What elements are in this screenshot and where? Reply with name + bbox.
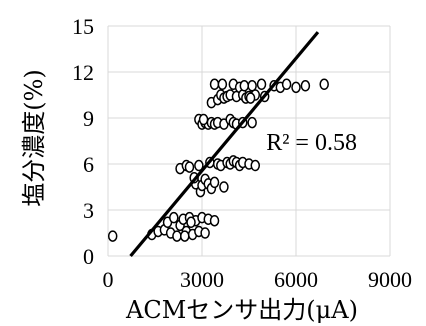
x-axis-label: ACMセンサ出力(μA) [125, 296, 358, 324]
data-point [219, 181, 229, 193]
data-point [291, 81, 301, 94]
y-tick-label: 15 [72, 14, 94, 39]
data-point [247, 116, 257, 129]
data-point [180, 230, 190, 242]
data-point [200, 227, 210, 239]
y-tick-label: 9 [83, 106, 94, 131]
data-point [319, 78, 329, 91]
data-point [107, 230, 118, 242]
x-tick-label: 3000 [180, 267, 224, 292]
data-point [281, 78, 292, 91]
data-point [300, 80, 311, 92]
data-point [186, 216, 196, 229]
x-tick-labels: 0 3000 6000 9000 [103, 267, 413, 292]
data-point [209, 78, 220, 91]
data-point [245, 92, 256, 104]
y-tick-label: 12 [72, 60, 94, 85]
x-tick-label: 6000 [274, 267, 318, 292]
gridlines [107, 25, 391, 257]
x-tick-label: 0 [103, 267, 114, 292]
y-axis-label: 塩分濃度(%) [20, 69, 48, 207]
y-tick-label: 0 [83, 244, 94, 269]
data-point [184, 161, 195, 173]
x-tick-label: 9000 [368, 267, 412, 292]
data-point [256, 78, 267, 91]
trend-line [129, 31, 320, 258]
data-point [169, 211, 179, 224]
data-point [194, 159, 204, 172]
data-point [239, 80, 250, 92]
y-tick-label: 6 [83, 152, 94, 177]
data-point [209, 176, 220, 189]
data-point [250, 159, 261, 172]
y-tick-labels: 0 3 6 9 12 15 [72, 14, 94, 269]
data-point [209, 214, 220, 227]
data-point [172, 230, 182, 242]
data-point [198, 113, 209, 126]
y-tick-label: 3 [83, 198, 94, 223]
r-squared-annotation: R² = 0.58 [266, 130, 357, 156]
data-points [107, 78, 329, 242]
data-point [217, 78, 228, 91]
